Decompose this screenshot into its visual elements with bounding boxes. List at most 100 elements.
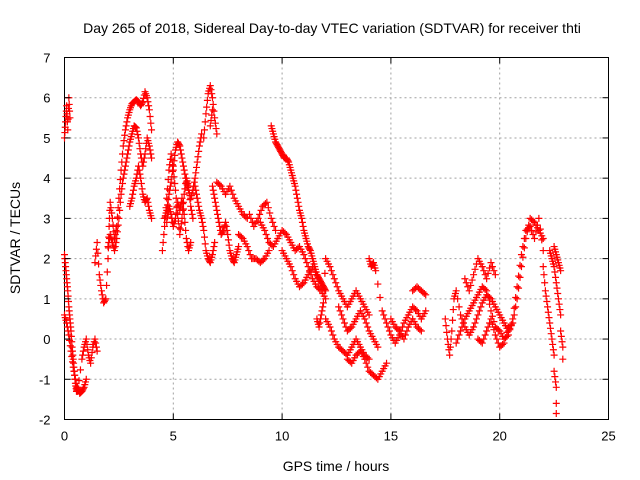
data-point xyxy=(458,323,466,331)
y-axis-label: SDTVAR / TECUs xyxy=(7,182,23,294)
y-tick-label: 5 xyxy=(43,131,50,146)
data-point xyxy=(132,123,140,131)
data-point xyxy=(179,205,187,213)
data-point xyxy=(247,214,255,222)
data-point xyxy=(318,307,326,315)
data-point xyxy=(210,107,218,115)
data-point xyxy=(319,303,327,311)
data-point xyxy=(317,311,325,319)
data-point xyxy=(82,335,90,343)
data-point xyxy=(88,348,96,356)
data-point xyxy=(201,118,209,126)
data-point xyxy=(140,158,148,166)
data-point xyxy=(261,226,269,234)
data-point xyxy=(412,306,420,314)
data-point xyxy=(148,126,156,134)
data-point xyxy=(380,311,388,319)
data-point xyxy=(298,214,306,222)
data-point xyxy=(121,166,129,174)
data-point xyxy=(200,126,208,134)
data-point xyxy=(265,247,273,255)
data-point xyxy=(206,122,214,130)
data-point xyxy=(169,167,177,175)
data-point xyxy=(178,214,186,222)
data-point xyxy=(103,281,111,289)
data-point xyxy=(214,210,222,218)
data-point xyxy=(254,214,262,222)
data-point xyxy=(179,162,187,170)
data-point xyxy=(209,186,217,194)
data-point xyxy=(222,218,230,226)
data-point xyxy=(108,209,116,217)
y-tick-label: 7 xyxy=(43,51,50,66)
data-point xyxy=(124,146,132,154)
data-point xyxy=(552,378,560,386)
data-point xyxy=(446,343,454,351)
data-point xyxy=(483,287,491,295)
x-axis-label: GPS time / hours xyxy=(283,458,390,474)
data-point xyxy=(182,235,190,242)
data-point xyxy=(491,331,499,339)
chart-title: Day 265 of 2018, Sidereal Day-to-day VTE… xyxy=(83,20,581,36)
data-point xyxy=(206,82,214,90)
data-point xyxy=(490,267,498,275)
data-point xyxy=(515,272,523,280)
data-point xyxy=(182,226,190,234)
data-point xyxy=(103,268,111,276)
data-point xyxy=(512,303,520,311)
data-point xyxy=(63,323,71,331)
data-point xyxy=(362,319,370,327)
data-point xyxy=(87,354,95,362)
data-point xyxy=(235,243,243,251)
data-point xyxy=(378,307,386,315)
data-point xyxy=(142,145,150,153)
data-point xyxy=(246,251,254,259)
data-point xyxy=(550,263,558,271)
data-point xyxy=(478,339,486,347)
data-point xyxy=(549,340,557,348)
data-point xyxy=(94,249,102,257)
data-point xyxy=(295,202,303,210)
data-point xyxy=(166,182,174,190)
plot-frame xyxy=(64,57,609,420)
data-point xyxy=(143,194,151,202)
data-point xyxy=(320,284,328,292)
data-point xyxy=(326,263,334,271)
data-point xyxy=(84,346,92,354)
data-point xyxy=(449,306,457,314)
data-point xyxy=(187,239,195,247)
data-point xyxy=(159,239,167,247)
data-point xyxy=(400,335,408,343)
data-point xyxy=(108,214,116,222)
x-tick-label: 15 xyxy=(384,429,398,444)
data-point xyxy=(502,334,510,342)
data-point xyxy=(470,271,478,279)
data-point xyxy=(145,102,153,110)
data-point xyxy=(539,235,547,242)
data-point xyxy=(242,213,250,221)
data-point xyxy=(216,181,224,189)
data-point xyxy=(211,198,219,206)
data-point xyxy=(160,230,168,238)
data-point xyxy=(454,295,462,303)
data-point xyxy=(540,271,548,279)
data-point xyxy=(177,146,185,154)
data-point xyxy=(171,151,179,159)
data-point xyxy=(191,174,199,182)
data-point xyxy=(144,198,152,206)
data-point xyxy=(148,214,156,222)
y-tick-label: 2 xyxy=(43,252,50,267)
data-point xyxy=(262,230,270,238)
data-point xyxy=(361,315,369,323)
data-point xyxy=(138,99,146,107)
data-point xyxy=(372,267,380,275)
data-point xyxy=(193,194,201,202)
data-point xyxy=(66,342,74,350)
data-point xyxy=(361,355,369,363)
data-point xyxy=(267,214,275,222)
data-point xyxy=(401,331,409,339)
data-point xyxy=(104,255,112,263)
data-point xyxy=(488,263,496,271)
data-point xyxy=(194,153,202,161)
data-point xyxy=(270,222,278,230)
